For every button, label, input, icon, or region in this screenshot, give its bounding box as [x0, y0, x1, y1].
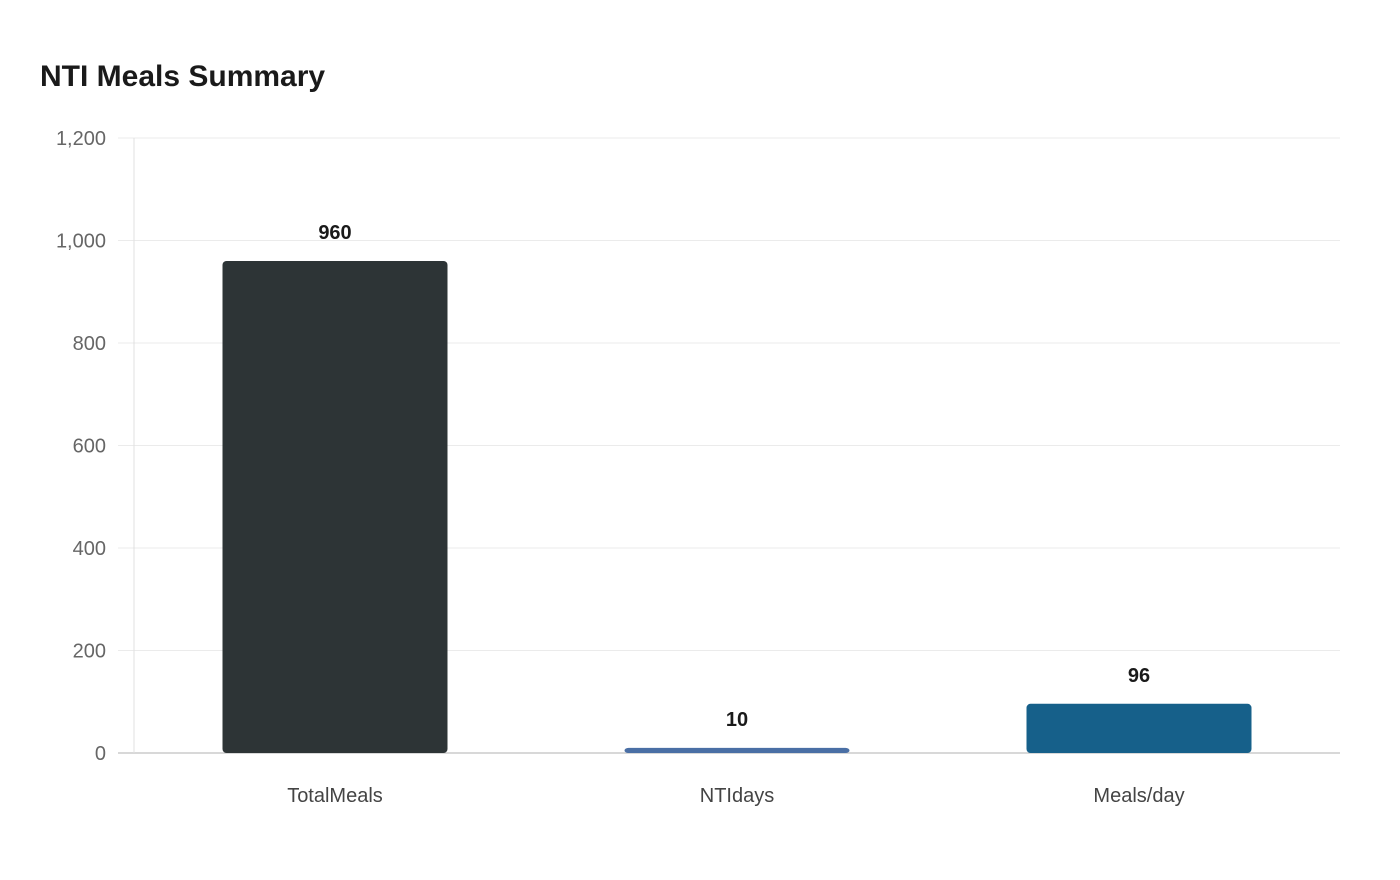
- x-tick-label: NTIdays: [700, 785, 774, 807]
- y-tick-label: 400: [73, 538, 106, 560]
- y-tick-label: 200: [73, 641, 106, 663]
- y-tick-label: 600: [73, 436, 106, 458]
- x-tick-label: TotalMeals: [287, 785, 383, 807]
- y-tick-label: 1,000: [56, 231, 106, 253]
- data-label: 10: [726, 709, 748, 731]
- y-tick-label: 1,200: [56, 128, 106, 150]
- x-tick-label: Meals/day: [1093, 785, 1184, 807]
- bar-totalmeals: [222, 261, 448, 753]
- data-label: 960: [318, 222, 351, 244]
- y-tick-label: 800: [73, 333, 106, 355]
- data-label: 96: [1128, 665, 1150, 687]
- chart-title: NTI Meals Summary: [40, 60, 326, 93]
- bar-ntidays: [624, 747, 850, 753]
- bar-mealsday: [1026, 703, 1252, 753]
- y-tick-label: 0: [95, 743, 106, 765]
